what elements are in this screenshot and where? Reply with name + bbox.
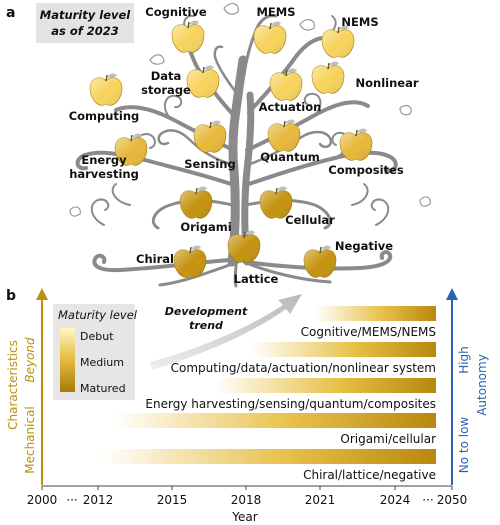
apple-cellular [259, 186, 293, 219]
bar-3 [214, 378, 436, 393]
right-axis-no-to-low: No to low [457, 417, 471, 474]
bar-label-5: Chiral/lattice/negative [303, 468, 436, 482]
bar-2 [251, 342, 436, 357]
legend-title: Maturity level [58, 308, 138, 322]
development-trend-arrow [150, 294, 302, 370]
apple-actuation [269, 68, 303, 101]
x-axis-title: Year [231, 510, 257, 524]
apple-label-cognitive: Cognitive [145, 5, 207, 19]
apple-label-computing: Computing [69, 109, 140, 123]
trend-label-line2: trend [189, 319, 223, 332]
maturity-legend: Maturity level Debut Medium Matured [53, 304, 138, 400]
apple-quantum [267, 119, 301, 152]
apple-computing [89, 73, 123, 106]
x-tick-2050: 2050 [437, 493, 468, 507]
x-tick-2021: 2021 [305, 493, 336, 507]
apple-nems [321, 25, 355, 58]
bar-4 [112, 413, 436, 428]
bar-label-2: Computing/data/actuation/nonlinear syste… [171, 361, 436, 375]
left-axis-beyond: Beyond [23, 337, 37, 383]
apple-label-sensing: Sensing [184, 157, 235, 171]
apple-label-composites: Composites [328, 163, 404, 177]
apple-label-origami: Origami [180, 220, 231, 234]
apple-label-lattice: Lattice [234, 272, 279, 286]
x-ellipsis-right: ··· [422, 493, 433, 507]
apple-label-energy-harvesting-line1: Energy [81, 153, 127, 167]
apple-origami [179, 186, 213, 219]
legend-gradient [60, 328, 75, 392]
apple-label-energy-harvesting-line2: harvesting [69, 167, 139, 181]
apple-label-data-storage-line1: Data [151, 69, 182, 83]
left-axis: Beyond Characteristics Mechanical [6, 288, 48, 485]
maturity-box: Maturity level as of 2023 [36, 3, 134, 43]
legend-matured: Matured [80, 382, 126, 395]
apples-layer [89, 20, 373, 278]
panel-a-label: a [6, 5, 15, 21]
bar-5 [100, 449, 436, 464]
apple-data-storage [186, 65, 220, 98]
legend-debut: Debut [80, 330, 114, 343]
apple-cognitive [171, 20, 205, 53]
right-axis-high: High [457, 346, 471, 374]
maturity-box-line2: as of 2023 [51, 24, 119, 38]
tree-leaves [69, 3, 431, 217]
apple-chiral [173, 245, 207, 278]
left-axis-characteristics: Characteristics [6, 340, 20, 430]
apple-label-cellular: Cellular [285, 213, 335, 227]
x-tick-2012: 2012 [83, 493, 114, 507]
right-axis: High Autonomy No to low [446, 288, 489, 485]
apple-lattice [227, 230, 261, 263]
legend-medium: Medium [80, 356, 124, 369]
x-tick-2015: 2015 [157, 493, 188, 507]
apple-label-chiral: Chiral [136, 252, 174, 266]
bar-label-1: Cognitive/MEMS/NEMS [301, 325, 436, 339]
x-ellipsis-left: ··· [66, 493, 77, 507]
apple-label-actuation: Actuation [259, 100, 322, 114]
apple-label-nonlinear: Nonlinear [355, 76, 418, 90]
left-axis-mechanical: Mechanical [23, 406, 37, 474]
apple-composites [339, 128, 373, 161]
apple-label-nems: NEMS [341, 15, 378, 29]
bar-label-3: Energy harvesting/sensing/quantum/compos… [145, 397, 436, 411]
trend-label-line1: Development [165, 305, 248, 318]
x-tick-2024: 2024 [380, 493, 411, 507]
apple-label-data-storage-line2: storage [141, 83, 191, 97]
apple-mems [253, 21, 287, 54]
maturity-box-line1: Maturity level [40, 8, 132, 22]
panel-b-label: b [6, 288, 16, 304]
bar-1 [315, 306, 436, 321]
apple-label-negative: Negative [335, 239, 393, 253]
x-tick-2000: 2000 [27, 493, 58, 507]
right-axis-autonomy: Autonomy [475, 354, 489, 416]
apple-nonlinear [311, 61, 345, 94]
apple-energy-harvesting [114, 133, 148, 166]
x-tick-2018: 2018 [231, 493, 262, 507]
x-ticks-layer: 2000 2012 2015 2018 2021 2024 2050 [27, 486, 468, 507]
apple-label-mems: MEMS [256, 5, 295, 19]
bars-layer: Cognitive/MEMS/NEMS Computing/data/actuat… [100, 306, 436, 482]
bar-label-4: Origami/cellular [340, 432, 436, 446]
apple-negative [303, 245, 337, 278]
apple-sensing [193, 120, 227, 153]
apple-label-quantum: Quantum [260, 150, 320, 164]
